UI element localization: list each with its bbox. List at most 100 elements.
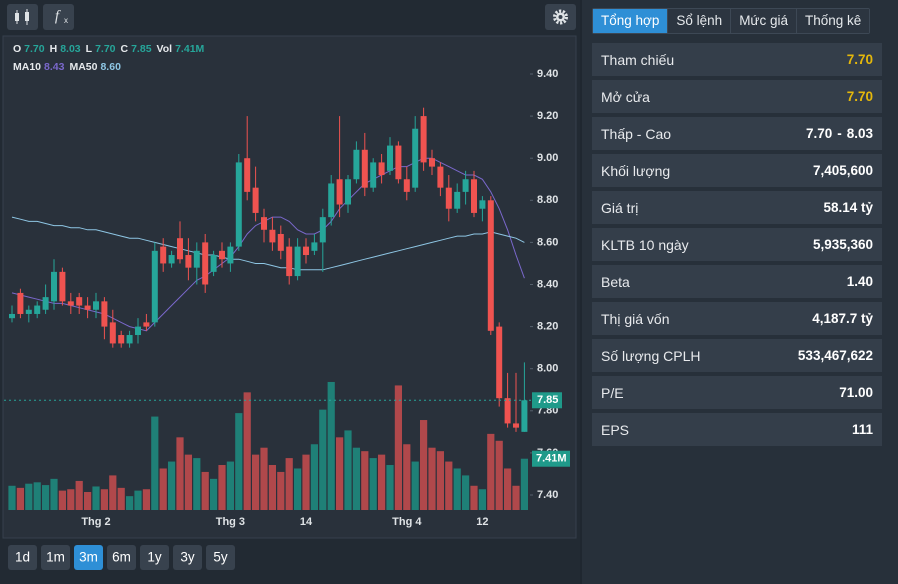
candle-body — [445, 187, 452, 209]
candle-body — [202, 242, 209, 285]
period-button[interactable]: 1m — [41, 545, 70, 570]
candle-body — [328, 183, 335, 218]
volume-bar — [58, 490, 66, 510]
volume-bar — [25, 483, 33, 510]
row-value: 7.70 — [846, 89, 873, 104]
volume-bar — [126, 496, 134, 510]
volume-bar — [168, 461, 176, 510]
volume-bar — [226, 461, 234, 510]
candle-body — [151, 250, 158, 323]
candle-body — [504, 398, 511, 424]
volume-tag — [532, 450, 570, 467]
summary-row: KLTB 10 ngày 5,935,360 — [592, 228, 882, 261]
row-label: Khối lượng — [601, 162, 671, 179]
settings-button[interactable] — [545, 4, 576, 30]
x-tick-label: Thg 4 — [392, 516, 422, 528]
row-label: Beta — [601, 273, 630, 290]
period-button-bg — [107, 545, 136, 570]
candle-body — [353, 149, 360, 180]
svg-text:x: x — [64, 16, 68, 25]
x-tick-label: Thg 2 — [81, 516, 110, 528]
period-button[interactable]: 3y — [173, 545, 202, 570]
volume-bar — [33, 482, 41, 510]
summary-row: Giá trị 58.14 tỷ — [592, 191, 882, 224]
candle-body — [361, 149, 368, 188]
summary-row: Số lượng CPLH 533,467,622 — [592, 339, 882, 372]
candle-body — [303, 246, 309, 256]
tab[interactable]: Tổng hợp — [593, 9, 669, 33]
tab[interactable]: Sổ lệnh — [668, 9, 732, 33]
candle-body — [34, 305, 41, 314]
x-tick-label: 14 — [300, 516, 313, 528]
candle-body — [412, 128, 419, 188]
period-button[interactable]: 1y — [140, 545, 169, 570]
row-label: Tham chiếu — [601, 51, 675, 68]
ma-line — [11, 216, 525, 271]
volume-bar — [403, 444, 411, 510]
legend-key: H — [50, 43, 58, 55]
candle-body — [109, 322, 116, 344]
volume-bar — [512, 485, 520, 510]
plot: 7.407.607.808.008.208.408.608.809.009.20… — [4, 68, 570, 528]
y-tick-label: 7.40 — [537, 489, 558, 501]
volume-bar — [8, 485, 16, 510]
period-button[interactable]: 5y — [206, 545, 235, 570]
volume-bar — [201, 471, 209, 510]
legend-value: 7.41M — [175, 43, 204, 55]
volume-bar — [319, 409, 327, 510]
volume-bar — [260, 447, 268, 510]
volume-bar — [361, 451, 369, 510]
price-tag — [532, 392, 562, 409]
volume-bar — [336, 437, 344, 510]
volume-bar — [386, 465, 394, 510]
summary-row: Khối lượng 7,405,600 — [592, 154, 882, 187]
ma-value: 8.43 — [44, 61, 65, 73]
legend-key: O — [13, 43, 21, 55]
candle-type-button[interactable] — [7, 4, 38, 30]
candle-body — [193, 250, 200, 268]
row-value: 71.00 — [839, 385, 873, 400]
candle-body — [462, 179, 469, 192]
candle-body — [93, 301, 99, 310]
legend-key: C — [121, 43, 129, 55]
period-button[interactable]: 6m — [107, 545, 136, 570]
candle-body — [126, 335, 133, 344]
volume-bar — [369, 458, 377, 510]
volume-bar — [487, 433, 495, 510]
volume-bar — [285, 458, 293, 510]
y-tick-label: 8.00 — [537, 363, 558, 375]
period-button-label: 5y — [213, 550, 228, 565]
candle-body — [219, 250, 225, 260]
volume-bar — [445, 461, 453, 510]
y-tick-label: 8.60 — [537, 236, 558, 248]
summary-row: Beta 1.40 — [592, 265, 882, 298]
summary-row: Tham chiếu 7.70 — [592, 43, 882, 76]
indicator-button[interactable]: f x — [43, 4, 74, 30]
y-tick-label: 8.40 — [537, 278, 558, 290]
row-value: 111 — [851, 422, 873, 437]
candle-body — [429, 158, 435, 167]
volume-bar — [378, 454, 386, 510]
svg-text:f: f — [55, 8, 61, 24]
candle-body — [168, 255, 175, 264]
volume-bar — [142, 489, 150, 510]
candle-body — [17, 292, 24, 314]
volume-bar — [277, 471, 285, 510]
volume-bar — [436, 451, 444, 510]
period-button[interactable]: 1d — [8, 545, 37, 570]
period-button-bg — [41, 545, 70, 570]
volume-bar — [75, 480, 83, 510]
legend-key: L — [86, 43, 93, 55]
volume-bar — [420, 420, 428, 510]
candle-body — [294, 246, 301, 277]
chart-panel: f x 7.407.607.808.008.208.408.608.809.00… — [2, 4, 577, 570]
tab[interactable]: Thống kê — [797, 9, 870, 33]
ma-key: MA10 — [13, 61, 41, 73]
period-button[interactable]: 3m — [74, 545, 103, 570]
x-tick-label: Thg 3 — [216, 516, 245, 528]
candle-body — [387, 145, 393, 171]
candle-body — [252, 187, 259, 213]
tab[interactable]: Mức giá — [731, 9, 797, 33]
candle-body — [479, 200, 486, 209]
